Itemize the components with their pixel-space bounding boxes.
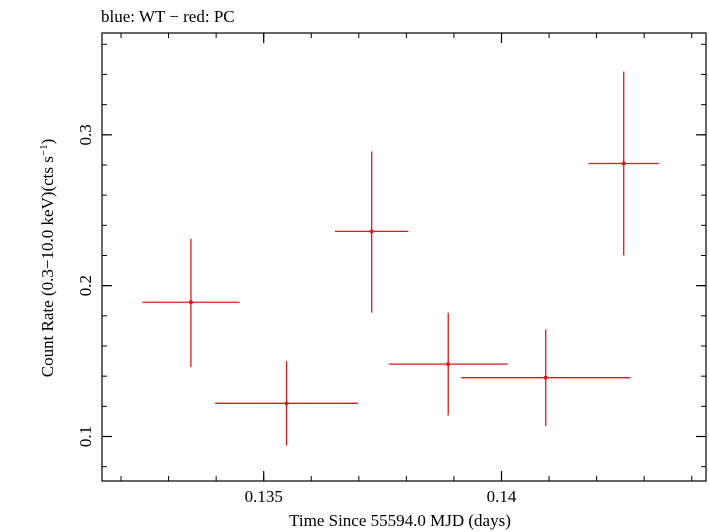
data-point	[188, 300, 193, 305]
y-tick-label: 0.1	[76, 426, 95, 447]
data-point	[543, 375, 548, 380]
data-series	[142, 71, 659, 446]
data-point	[621, 161, 626, 166]
plot-frame	[101, 32, 707, 482]
y-axis-tick-labels: 0.1 0.2 0.3	[76, 124, 95, 447]
x-tick-label: 0.135	[245, 487, 283, 506]
y-axis-label-main: Count Rate (0.3−10.0 keV)(cts s	[38, 156, 57, 377]
y-tick-label: 0.3	[76, 124, 95, 145]
y-axis-label-end: )	[38, 139, 57, 145]
plot-border	[101, 32, 707, 482]
x-axis-tick-labels: 0.135 0.14	[245, 487, 517, 506]
y-axis-ticks	[102, 43, 706, 468]
data-point	[446, 362, 451, 367]
x-tick-label: 0.14	[487, 487, 517, 506]
x-axis-ticks	[120, 33, 693, 481]
y-axis-label: Count Rate (0.3−10.0 keV)(cts s−1)	[38, 139, 57, 378]
y-tick-label: 0.2	[76, 275, 95, 296]
y-axis-label-superscript: −1	[38, 144, 50, 156]
data-point	[369, 229, 374, 234]
x-axis-label: Time Since 55594.0 MJD (days)	[289, 511, 511, 530]
chart-title: blue: WT − red: PC	[101, 7, 235, 26]
data-point	[284, 401, 289, 406]
series-pc	[142, 71, 659, 446]
